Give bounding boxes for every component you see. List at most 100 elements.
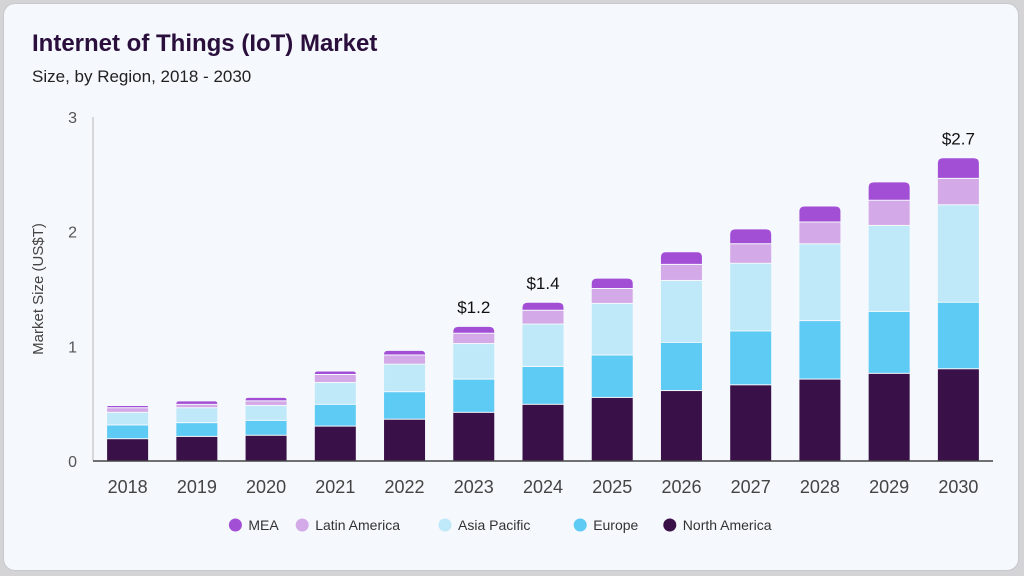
legend-label: MEA	[248, 517, 279, 533]
bar-segment-north-america	[591, 397, 633, 461]
bar-segment-asia-pacific	[591, 303, 633, 355]
bar-segment-north-america	[799, 379, 841, 461]
bar-segment-mea	[591, 278, 633, 288]
legend-label: North America	[683, 517, 772, 533]
bar-segment-mea	[314, 371, 356, 374]
x-tick-label: 2022	[385, 477, 425, 497]
bar-segment-mea	[176, 401, 218, 404]
y-tick-label: 0	[68, 454, 77, 471]
bar-segment-asia-pacific	[937, 205, 979, 302]
bar-segment-latin-america	[314, 375, 356, 383]
bar-segment-mea	[799, 206, 841, 222]
legend-marker-asia-pacific	[438, 518, 452, 532]
legend-marker-north-america	[663, 518, 677, 532]
bar-segment-europe	[107, 425, 149, 439]
data-label: $1.4	[526, 274, 559, 293]
legend-label: Europe	[593, 517, 638, 533]
chart-title: Internet of Things (IoT) Market	[32, 30, 378, 57]
x-tick-label: 2027	[731, 477, 771, 497]
bar-segment-mea	[453, 326, 495, 333]
bar-segment-europe	[660, 342, 702, 391]
bar-segment-north-america	[868, 373, 910, 461]
bar-segment-north-america	[522, 404, 564, 461]
bar-segment-mea	[937, 158, 979, 178]
x-tick-label: 2021	[315, 477, 355, 497]
bar-segment-north-america	[107, 439, 149, 461]
bar-segment-asia-pacific	[107, 412, 149, 425]
bar-segment-europe	[314, 404, 356, 426]
x-tick-label: 2019	[177, 477, 217, 497]
y-tick-label: 1	[68, 339, 77, 356]
bar-segment-europe	[245, 420, 287, 435]
bar-segment-latin-america	[730, 244, 772, 263]
bar-segment-mea	[384, 350, 426, 355]
bar-segment-europe	[522, 366, 564, 404]
bar-segment-mea	[660, 252, 702, 264]
legend-marker-mea	[228, 518, 242, 532]
y-tick-label: 2	[68, 225, 77, 242]
data-label: $2.7	[942, 129, 975, 148]
chart-subtitle: Size, by Region, 2018 - 2030	[32, 67, 252, 86]
bar-segment-europe	[384, 392, 426, 419]
bar-segment-asia-pacific	[868, 225, 910, 311]
bar-segment-mea	[107, 405, 149, 408]
bar-segment-asia-pacific	[522, 324, 564, 366]
bar-segment-latin-america	[522, 310, 564, 324]
bar-segment-mea	[868, 182, 910, 200]
x-tick-label: 2020	[246, 477, 286, 497]
bar-segment-latin-america	[176, 404, 218, 408]
legend-label: Asia Pacific	[458, 517, 530, 533]
bar-segment-mea	[730, 229, 772, 244]
legend-marker-europe	[573, 518, 587, 532]
x-tick-label: 2028	[800, 477, 840, 497]
bar-segment-europe	[937, 302, 979, 369]
bar-segment-europe	[868, 311, 910, 373]
bar-segment-north-america	[730, 385, 772, 461]
bar-segment-asia-pacific	[730, 263, 772, 331]
bar-segment-asia-pacific	[314, 383, 356, 404]
bar-segment-north-america	[384, 419, 426, 461]
bar-segment-latin-america	[107, 408, 149, 412]
bar-segment-europe	[730, 331, 772, 385]
x-tick-label: 2024	[523, 477, 563, 497]
bar-segment-latin-america	[384, 355, 426, 364]
x-tick-label: 2029	[869, 477, 909, 497]
bar-segment-asia-pacific	[176, 408, 218, 423]
legend-label: Latin America	[315, 517, 400, 533]
x-tick-label: 2026	[661, 477, 701, 497]
bar-segment-north-america	[314, 426, 356, 461]
bar-segment-latin-america	[591, 289, 633, 303]
bar-segment-asia-pacific	[453, 344, 495, 379]
bar-segment-latin-america	[937, 178, 979, 205]
bar-segment-asia-pacific	[799, 244, 841, 321]
bar-segment-europe	[591, 355, 633, 397]
x-tick-label: 2018	[108, 477, 148, 497]
bar-segment-latin-america	[660, 264, 702, 280]
bar-segment-latin-america	[799, 222, 841, 244]
x-tick-label: 2030	[938, 477, 978, 497]
bar-segment-asia-pacific	[660, 280, 702, 342]
bar-segment-north-america	[660, 391, 702, 461]
bar-segment-latin-america	[868, 200, 910, 225]
y-axis-label: Market Size (US$T)	[30, 223, 47, 355]
bar-segment-asia-pacific	[384, 364, 426, 392]
x-tick-label: 2025	[592, 477, 632, 497]
bar-segment-mea	[245, 397, 287, 401]
bar-segment-europe	[799, 321, 841, 379]
chart-card: Internet of Things (IoT) Market Size, by…	[3, 3, 1019, 571]
bar-segment-latin-america	[453, 333, 495, 344]
legend-marker-latin-america	[295, 518, 309, 532]
bar-segment-north-america	[453, 412, 495, 461]
bar-segment-europe	[453, 379, 495, 412]
bar-segment-asia-pacific	[245, 405, 287, 420]
data-label: $1.2	[457, 298, 490, 317]
x-tick-label: 2023	[454, 477, 494, 497]
bar-segment-mea	[522, 302, 564, 310]
bar-segment-latin-america	[245, 401, 287, 405]
y-tick-label: 3	[68, 110, 77, 127]
bar-segment-north-america	[245, 435, 287, 461]
bar-segment-north-america	[176, 436, 218, 461]
bar-segment-europe	[176, 423, 218, 436]
bar-segment-north-america	[937, 369, 979, 461]
